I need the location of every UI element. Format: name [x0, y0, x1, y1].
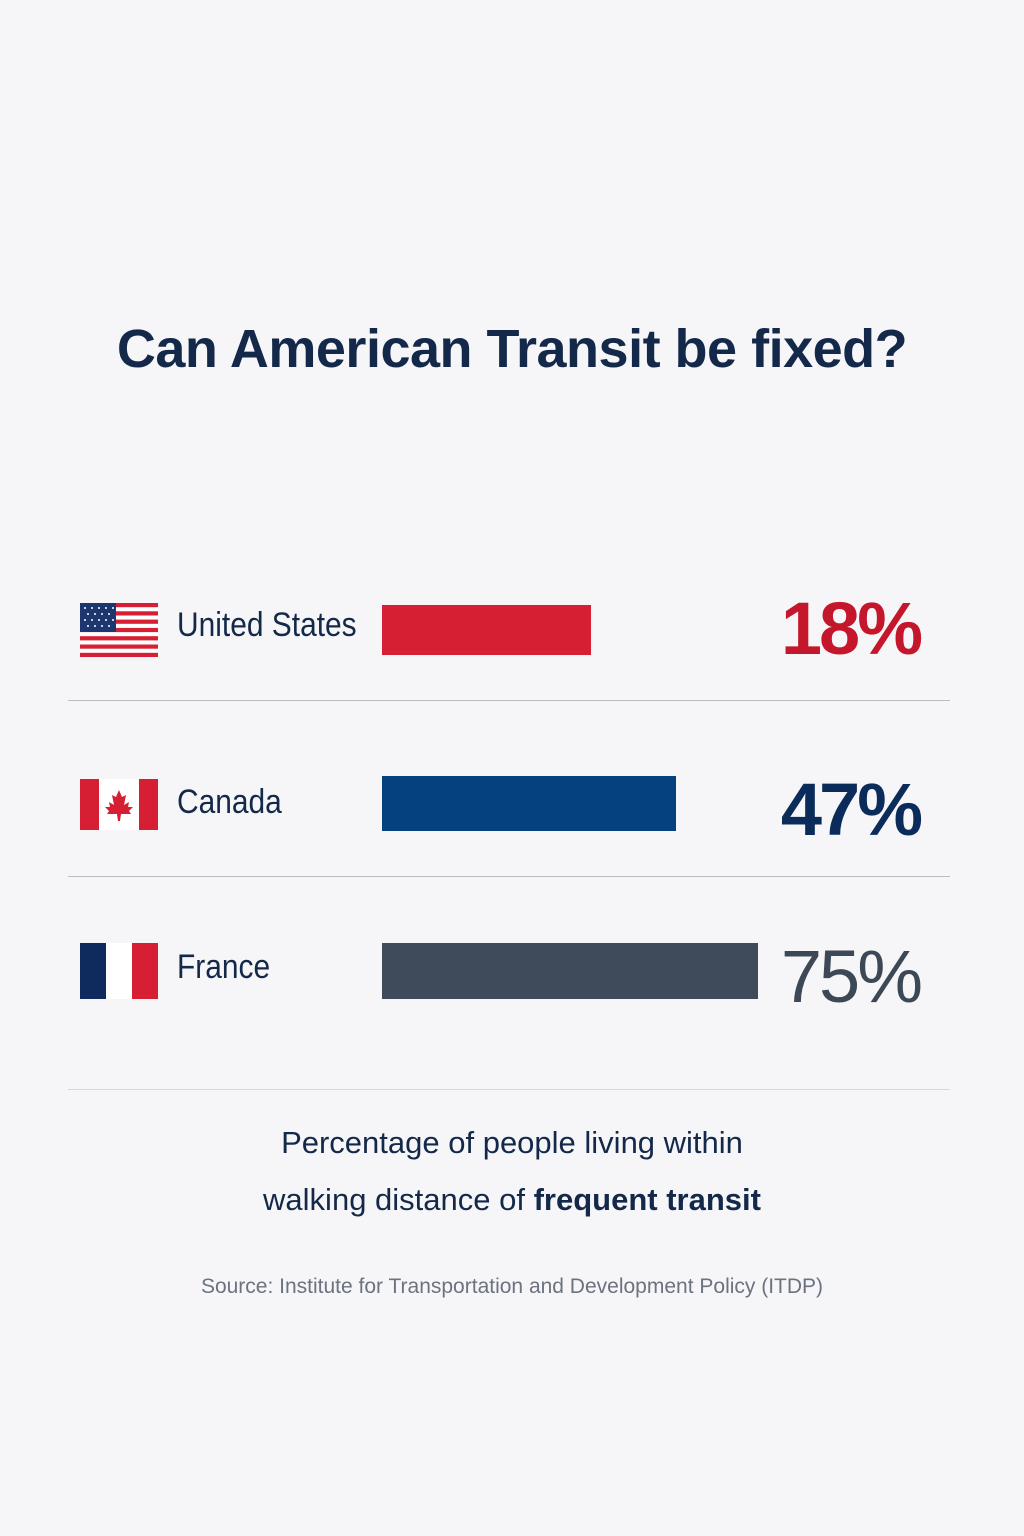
- divider: [68, 700, 950, 701]
- divider: [68, 876, 950, 877]
- bar-us: [382, 605, 591, 655]
- chart-title: Can American Transit be fixed?: [116, 319, 908, 379]
- divider: [68, 1089, 950, 1090]
- france-flag-icon: [80, 943, 158, 999]
- canada-flag-icon: [80, 779, 158, 830]
- bar-france: [382, 943, 758, 999]
- country-label-us: United States: [177, 606, 357, 644]
- source-note: Source: Institute for Transportation and…: [200, 1275, 824, 1298]
- country-label-canada: Canada: [177, 783, 282, 821]
- value-label-canada: 47%: [780, 768, 923, 851]
- value-label-france: 75%: [780, 935, 923, 1018]
- caption-text: walking distance of: [263, 1182, 534, 1217]
- caption-line-2: walking distance of frequent transit: [0, 1171, 1024, 1228]
- caption-line-1: Percentage of people living within: [281, 1125, 743, 1160]
- us-flag-icon: [80, 603, 158, 657]
- caption-emphasis: frequent transit: [533, 1182, 761, 1217]
- country-label-france: France: [177, 948, 271, 986]
- value-label-us: 18%: [780, 587, 923, 670]
- bar-canada: [382, 776, 676, 831]
- chart-caption: Percentage of people living within walki…: [0, 1114, 1024, 1228]
